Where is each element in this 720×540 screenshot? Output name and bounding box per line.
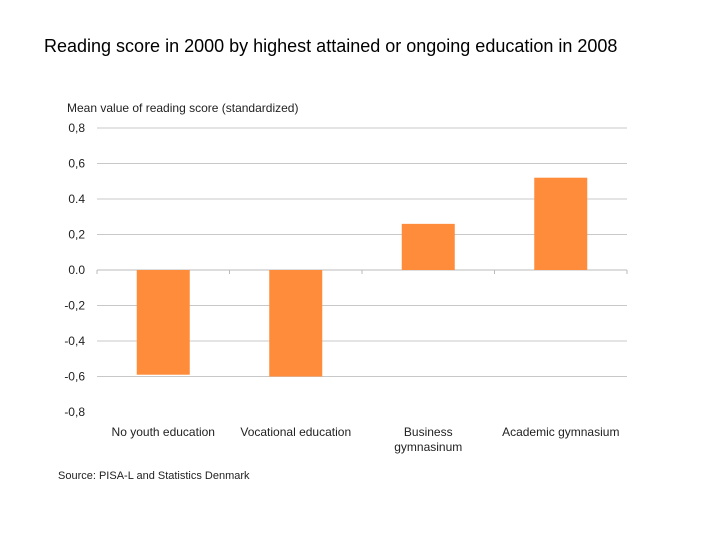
- chart-title: Reading score in 2000 by highest attaine…: [44, 36, 618, 56]
- y-tick-label: 0.4: [68, 192, 85, 206]
- bar: [136, 270, 190, 375]
- bar: [534, 177, 588, 270]
- y-tick-label: -0,4: [64, 334, 85, 348]
- y-tick-labels: 0,8 0,6 0.4 0,2 0.0 -0,2 -0,4 -0,6 -0,8: [64, 121, 85, 419]
- source-note: Source: PISA-L and Statistics Denmark: [58, 470, 250, 482]
- category-label: Vocational education: [240, 425, 351, 439]
- y-tick-label: -0,2: [64, 299, 85, 313]
- y-tick-label: 0.0: [68, 263, 85, 277]
- bar: [269, 270, 323, 377]
- y-tick-label: 0,2: [68, 228, 85, 242]
- y-axis-title: Mean value of reading score (standardize…: [67, 101, 298, 115]
- y-tick-label: 0,6: [68, 157, 85, 171]
- bars: [136, 177, 588, 377]
- category-label: No youth education: [112, 425, 215, 439]
- bar: [401, 223, 455, 270]
- y-tick-label: -0,8: [64, 405, 85, 419]
- category-label: Academic gymnasium: [502, 425, 619, 439]
- y-tick-label: 0,8: [68, 121, 85, 135]
- category-label: gymnasinum: [394, 440, 462, 454]
- category-label: Business: [404, 425, 453, 439]
- y-tick-label: -0,6: [64, 370, 85, 384]
- category-labels: No youth education Vocational education Bu…: [112, 425, 620, 454]
